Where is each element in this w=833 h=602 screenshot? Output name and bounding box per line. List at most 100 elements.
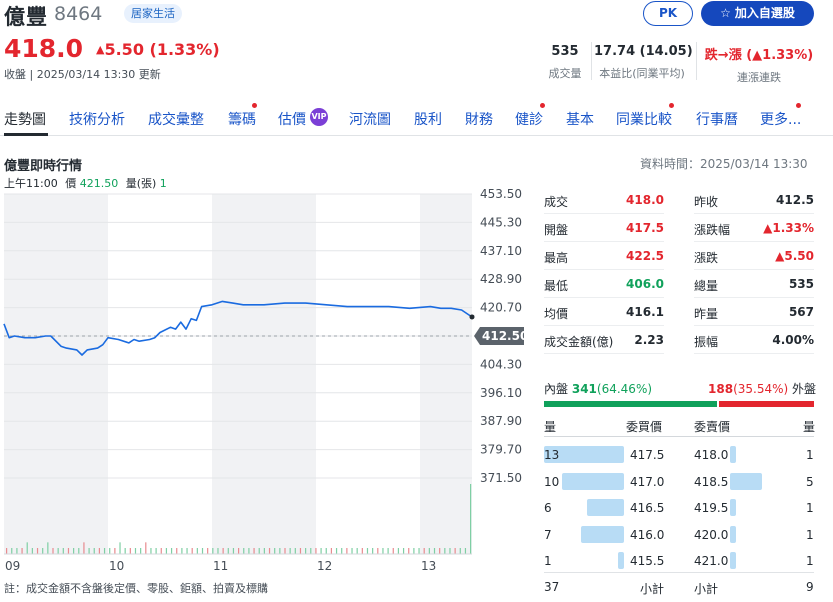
add-watchlist-button[interactable]: ☆ 加入自選股: [701, 1, 814, 26]
tab-trade-summary[interactable]: 成交彙整: [148, 112, 204, 128]
pk-button[interactable]: PK: [643, 1, 693, 26]
bid-volume-bar: [580, 525, 624, 543]
y-tick-label: 428.90: [480, 272, 522, 286]
volume-bar: [423, 548, 425, 554]
ask-qty: 1: [806, 448, 814, 462]
tab-financials[interactable]: 財務: [465, 112, 493, 128]
bid-price[interactable]: 417.5: [630, 448, 665, 462]
volume-bar: [439, 548, 441, 554]
bid-volume-bar: [617, 552, 624, 569]
volume-bar: [263, 548, 265, 554]
divider: [696, 42, 697, 80]
y-tick-label: 396.10: [480, 386, 522, 400]
tab-chips[interactable]: 籌碼: [228, 112, 256, 128]
bid-price[interactable]: 416.0: [630, 527, 665, 542]
volume-bar: [294, 548, 296, 554]
bid-price-header: 委買價: [626, 420, 663, 434]
update-time: 收盤 | 2025/03/14 13:30 更新: [4, 68, 161, 81]
reference-price-tag: [474, 327, 524, 345]
volume-bar: [83, 542, 85, 554]
stat-label: 最高: [544, 251, 569, 265]
inner-label: 內盤: [544, 382, 569, 396]
tab-calendar[interactable]: 行事曆: [696, 112, 738, 128]
hover-volume-label: 量(張): [125, 177, 157, 190]
stat-row: 最高 422.5: [544, 242, 664, 270]
ask-qty: 1: [806, 501, 814, 515]
outer-pct: (35.54%): [733, 382, 789, 396]
industry-tag[interactable]: 居家生活: [124, 4, 182, 23]
stat-row: 最低 406.0: [544, 270, 664, 298]
ask-price[interactable]: 418.0: [694, 448, 729, 462]
volume-bar: [165, 548, 168, 554]
stat-value: 417.5: [626, 221, 664, 235]
stat-value: 535: [788, 277, 814, 291]
stat-label: 漲跌幅: [694, 223, 731, 237]
bid-qty: 1: [544, 554, 552, 568]
price-line: [3, 300, 473, 356]
volume-bar: [238, 548, 240, 554]
volume-bar: [47, 542, 49, 554]
notification-dot: [796, 103, 801, 108]
tab-basic[interactable]: 基本: [566, 112, 594, 128]
volume-bar: [346, 548, 348, 554]
bid-qty: 6: [544, 501, 552, 515]
volume-bar: [279, 548, 281, 554]
stat-label: 振幅: [694, 335, 719, 349]
current-price: 418.0: [4, 34, 84, 63]
volume-bar: [52, 548, 54, 554]
ask-price[interactable]: 420.0: [694, 527, 729, 542]
last-price-point: [469, 314, 475, 320]
summary-pe: 17.74 (14.05) 本益比(同業平均): [594, 44, 693, 81]
tab-technical[interactable]: 技術分析: [69, 112, 125, 128]
inner-volume: 內盤 341(64.46%): [544, 380, 652, 397]
vip-badge: VIP: [310, 108, 328, 126]
reference-price-label: 412.50: [482, 329, 528, 343]
volume-bar: [315, 548, 317, 554]
tab-peer-comparison[interactable]: 同業比較: [616, 112, 672, 128]
volume-bar: [274, 548, 276, 554]
up-triangle-icon: ▲: [96, 43, 105, 56]
summary-volume: 535 成交量: [544, 44, 586, 81]
ask-price[interactable]: 419.5: [694, 501, 729, 515]
hour-band: [4, 194, 108, 554]
notification-dot: [252, 103, 257, 108]
volume-bar: [402, 548, 405, 554]
volume-bar: [176, 548, 178, 554]
volume-bar: [351, 548, 353, 554]
ask-volume-bar: [730, 499, 737, 516]
volume-bar: [145, 542, 147, 554]
volume-bar: [397, 548, 400, 554]
outer-volume: 188(35.54%) 外盤: [708, 380, 816, 397]
y-tick-label: 404.30: [480, 357, 522, 371]
stat-row: 振幅 4.00%: [694, 326, 814, 354]
intraday-chart[interactable]: 453.50 445.30 437.10 428.90 420.70 412.50 404.…: [0, 188, 540, 576]
bid-price[interactable]: 416.5: [630, 501, 665, 515]
stat-value: 4.00%: [772, 333, 814, 347]
bid-volume-bar: [544, 446, 624, 463]
tab-dividend[interactable]: 股利: [414, 112, 442, 128]
tab-more[interactable]: 更多...: [760, 112, 802, 128]
volume-bar: [377, 548, 379, 554]
tab-valuation[interactable]: 估價: [278, 112, 306, 128]
volume-bar: [408, 548, 410, 554]
price-change-value: 5.50 (1.33%): [104, 40, 220, 59]
bid-price[interactable]: 417.0: [630, 474, 665, 489]
volume-bar: [160, 548, 162, 554]
divider: [544, 436, 814, 437]
inner-value: 341: [571, 382, 597, 396]
stat-label: 開盤: [544, 223, 569, 237]
volume-bar: [93, 548, 95, 554]
stock-code: 8464: [54, 3, 103, 25]
notification-dot: [540, 103, 545, 108]
tab-health-check[interactable]: 健診: [515, 112, 543, 128]
volume-bar: [428, 548, 430, 554]
ask-volume-bar: [730, 552, 737, 569]
bid-price[interactable]: 415.5: [630, 554, 665, 568]
ask-price[interactable]: 418.5: [694, 474, 729, 489]
tab-trend[interactable]: 走勢圖: [4, 112, 46, 128]
stat-row: 漲跌幅 ▲1.33%: [694, 214, 814, 242]
hover-price: 421.50: [79, 177, 119, 190]
stat-value: ▲5.50: [775, 249, 814, 263]
ask-price[interactable]: 421.0: [694, 554, 729, 568]
tab-river-chart[interactable]: 河流圖: [349, 112, 391, 128]
